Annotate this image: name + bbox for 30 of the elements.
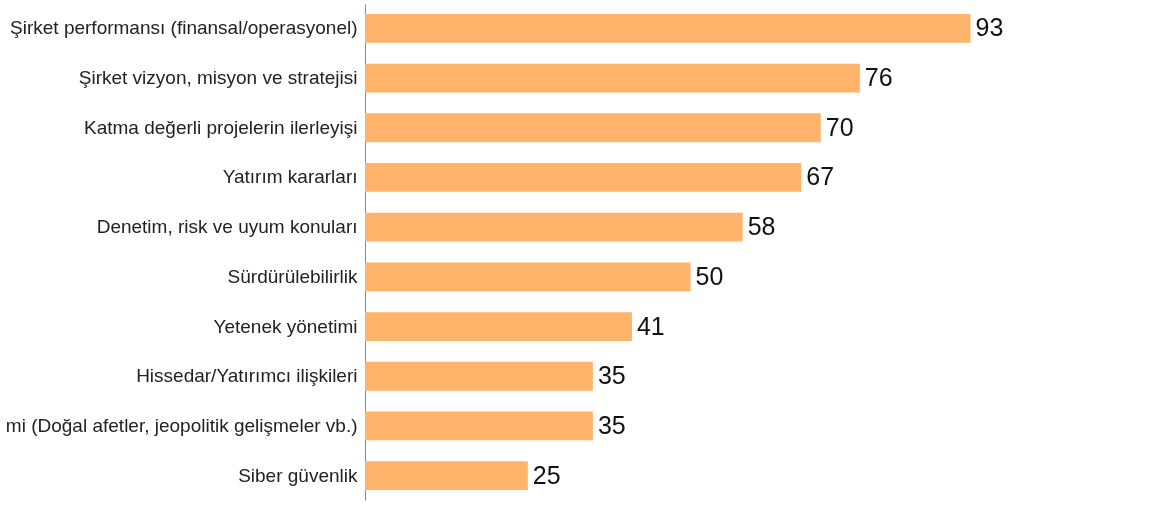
- data-label: 67: [806, 162, 835, 191]
- data-label: 58: [747, 212, 776, 241]
- bar: [365, 113, 821, 143]
- y-tick-label: Katma değerli projelerin ilerleyişi: [83, 116, 358, 138]
- y-tick-label: mi (Doğal afetler, jeopolitik gelişmeler vb.): [5, 414, 358, 436]
- data-label: 25: [532, 460, 561, 489]
- bar: [365, 13, 971, 43]
- y-tick-label: Şirket vizyon, misyon ve stratejisi: [78, 67, 358, 89]
- y-tick-label: Yetenek yönetimi: [213, 315, 358, 337]
- y-tick-label: Denetim, risk ve uyum konuları: [96, 216, 358, 238]
- bar: [365, 312, 632, 341]
- bar: [365, 262, 691, 292]
- data-label: 50: [695, 261, 724, 290]
- bar: [365, 361, 593, 391]
- data-label: 35: [597, 361, 626, 390]
- bar: [365, 163, 802, 192]
- y-tick-label: Şirket performansı (finansal/operasyonel): [10, 17, 358, 39]
- bar: [365, 212, 743, 242]
- bar: [365, 63, 860, 93]
- data-label: 70: [825, 112, 854, 141]
- data-label: 35: [597, 410, 626, 439]
- y-tick-label: Sürdürülebilirlik: [227, 265, 358, 287]
- bar: [365, 461, 528, 491]
- data-label: 76: [864, 63, 893, 92]
- data-label: 41: [636, 311, 665, 340]
- y-tick-label: Hissedar/Yatırımcı ilişkileri: [136, 365, 358, 387]
- bar: [365, 411, 593, 441]
- y-tick-label: Yatırım kararları: [222, 166, 358, 188]
- y-tick-label: Siber güvenlik: [238, 464, 358, 486]
- data-label: 93: [975, 13, 1004, 42]
